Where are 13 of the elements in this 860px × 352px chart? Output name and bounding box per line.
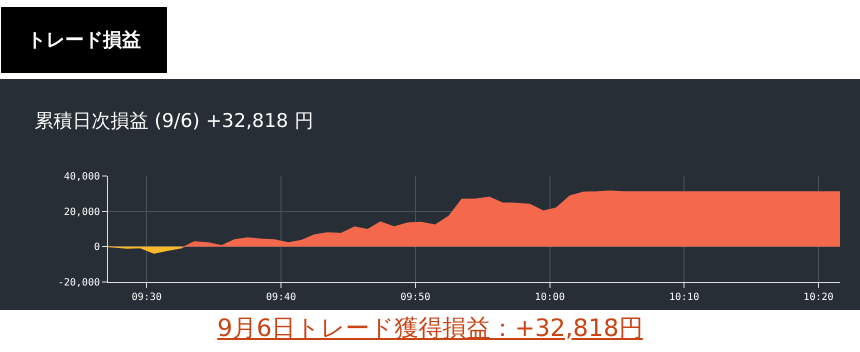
y-tick-label: 40,000 [64, 172, 100, 182]
y-tick-label: 20,000 [64, 206, 100, 218]
x-tick-label: 10:20 [803, 292, 834, 303]
text: トレード損益 [1, 7, 167, 73]
chart-title: 累積日次損益 (9/6) +32,818 円 [34, 110, 314, 132]
x-tick-label: 09:40 [266, 292, 296, 303]
y-tick-label: 0 [94, 242, 100, 254]
x-tick-label: 10:00 [534, 292, 565, 303]
x-tick-label: 09:50 [400, 292, 430, 303]
y-tick-label: -20,000 [58, 278, 100, 288]
x-tick-label: 10:10 [669, 292, 700, 303]
text: 9月6日トレード獲得損益：+32,818円 [216, 313, 644, 344]
x-tick-label: 09:30 [132, 292, 162, 303]
